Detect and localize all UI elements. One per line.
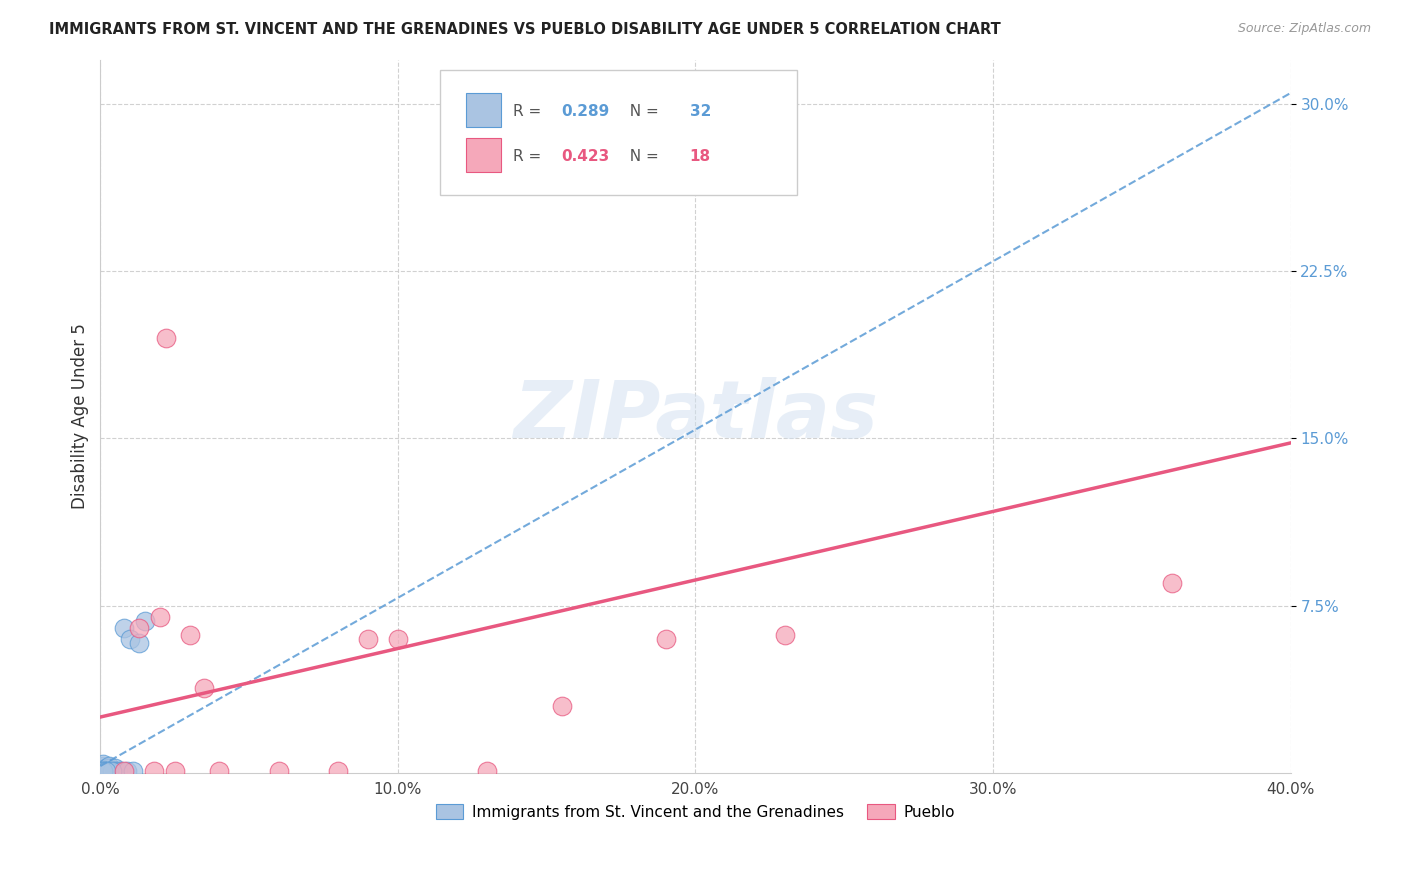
Point — [267, 764, 290, 778]
Text: N =: N = — [620, 150, 664, 164]
Point — [477, 764, 499, 778]
Point — [91, 764, 114, 778]
Point — [110, 764, 132, 778]
Point — [208, 764, 231, 778]
Point — [91, 764, 114, 778]
Text: IMMIGRANTS FROM ST. VINCENT AND THE GRENADINES VS PUEBLO DISABILITY AGE UNDER 5 : IMMIGRANTS FROM ST. VINCENT AND THE GREN… — [49, 22, 1001, 37]
Point — [98, 764, 121, 778]
Point — [91, 756, 114, 771]
Legend: Immigrants from St. Vincent and the Grenadines, Pueblo: Immigrants from St. Vincent and the Gren… — [429, 797, 962, 826]
Point — [101, 764, 124, 778]
Point — [387, 632, 409, 646]
Point — [96, 761, 118, 775]
Text: N =: N = — [620, 103, 664, 119]
Point — [96, 764, 118, 778]
Point — [98, 764, 121, 778]
Text: R =: R = — [513, 103, 547, 119]
Point — [98, 759, 121, 773]
Y-axis label: Disability Age Under 5: Disability Age Under 5 — [72, 323, 89, 509]
Point — [91, 761, 114, 775]
Point — [91, 764, 114, 778]
Point — [120, 632, 142, 646]
Point — [104, 761, 127, 775]
Point — [104, 764, 127, 778]
Point — [142, 764, 165, 778]
Point — [128, 621, 150, 635]
Point — [134, 614, 156, 628]
Point — [115, 764, 138, 778]
Text: 0.423: 0.423 — [561, 150, 609, 164]
Point — [101, 764, 124, 778]
Point — [1160, 576, 1182, 591]
Text: ZIPatlas: ZIPatlas — [513, 377, 877, 455]
Point — [91, 764, 114, 778]
Point — [104, 764, 127, 778]
Text: R =: R = — [513, 150, 547, 164]
Point — [128, 636, 150, 650]
Point — [328, 764, 350, 778]
Point — [112, 764, 135, 778]
Point — [112, 621, 135, 635]
Text: 32: 32 — [689, 103, 711, 119]
Point — [91, 759, 114, 773]
Point — [179, 627, 201, 641]
Point — [163, 764, 186, 778]
Point — [107, 764, 129, 778]
Point — [149, 609, 172, 624]
Point — [654, 632, 676, 646]
Point — [357, 632, 380, 646]
Point — [96, 764, 118, 778]
Point — [773, 627, 796, 641]
Point — [96, 764, 118, 778]
Point — [101, 764, 124, 778]
FancyBboxPatch shape — [465, 93, 502, 128]
Text: 18: 18 — [689, 150, 710, 164]
FancyBboxPatch shape — [465, 138, 502, 172]
Point — [96, 764, 118, 778]
Text: Source: ZipAtlas.com: Source: ZipAtlas.com — [1237, 22, 1371, 36]
Point — [98, 761, 121, 775]
Point — [122, 764, 145, 778]
Point — [96, 764, 118, 778]
Point — [91, 764, 114, 778]
FancyBboxPatch shape — [440, 70, 797, 195]
Point — [550, 698, 572, 713]
Point — [155, 331, 177, 345]
Text: 0.289: 0.289 — [561, 103, 609, 119]
Point — [193, 681, 215, 695]
